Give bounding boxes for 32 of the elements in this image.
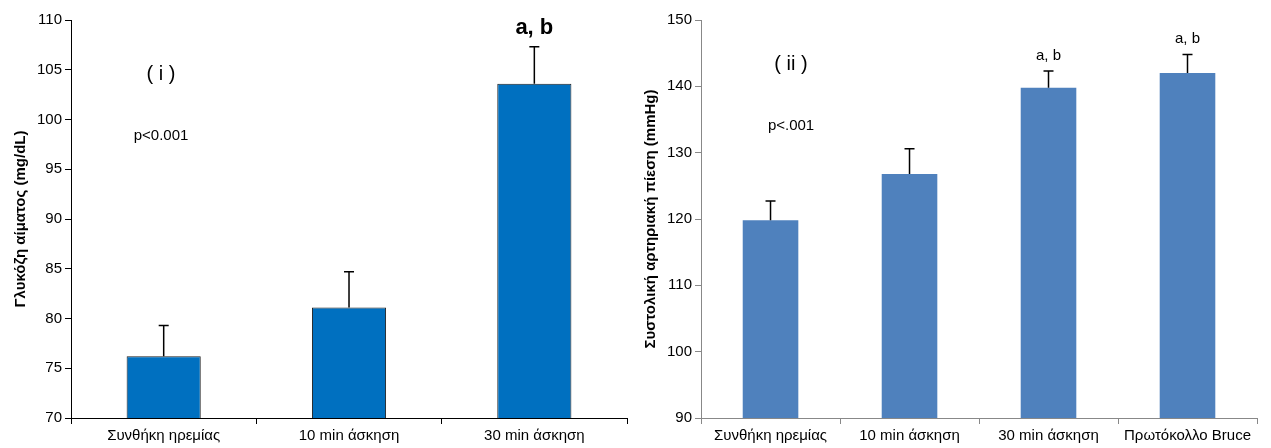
y-tick-label: 70 bbox=[45, 408, 63, 426]
y-tick-label: 100 bbox=[37, 109, 63, 127]
x-tick-label: Συνθήκη ηρεμίας bbox=[107, 426, 221, 444]
y-tick-label: 75 bbox=[45, 358, 63, 376]
x-tick-label: 10 min άσκηση bbox=[298, 426, 400, 444]
y-axis-title: Συστολική αρτηριακή πίεση (mmHg) bbox=[641, 89, 659, 349]
y-tick-label: 150 bbox=[667, 10, 693, 28]
y-tick-label: 140 bbox=[667, 76, 693, 94]
y-tick-label: 90 bbox=[45, 209, 63, 227]
y-axis-title: Γλυκόζη αίματος (mg/dL) bbox=[11, 130, 29, 308]
x-tick-label: 30 min άσκηση bbox=[998, 426, 1099, 444]
y-tick-label: 110 bbox=[668, 275, 693, 293]
y-tick-label: 80 bbox=[45, 308, 63, 326]
annotation: a, b bbox=[1174, 29, 1201, 47]
annotation: a, b bbox=[1035, 45, 1062, 63]
x-tick-label: Πρωτόκολλο Bruce bbox=[1124, 426, 1251, 444]
annotation: p<0.001 bbox=[133, 126, 189, 143]
y-tick-label: 130 bbox=[667, 142, 693, 160]
y-tick-label: 100 bbox=[667, 341, 693, 359]
annotation: ( i ) bbox=[146, 62, 176, 84]
y-tick-label: 95 bbox=[45, 159, 63, 177]
y-tick-label: 110 bbox=[38, 10, 63, 28]
x-tick-label: 30 min άσκηση bbox=[484, 426, 585, 444]
y-tick-label: 85 bbox=[45, 258, 63, 276]
y-tick-label: 90 bbox=[675, 408, 693, 426]
x-tick-label: Συνθήκη ηρεμίας bbox=[713, 426, 828, 444]
x-tick-label: 10 min άσκηση bbox=[859, 426, 960, 444]
y-tick-label: 105 bbox=[37, 59, 63, 77]
annotation: a, b bbox=[515, 13, 554, 39]
annotation: ( ii ) bbox=[774, 52, 808, 74]
annotation: p<.001 bbox=[767, 116, 815, 133]
y-tick-label: 120 bbox=[667, 209, 693, 227]
